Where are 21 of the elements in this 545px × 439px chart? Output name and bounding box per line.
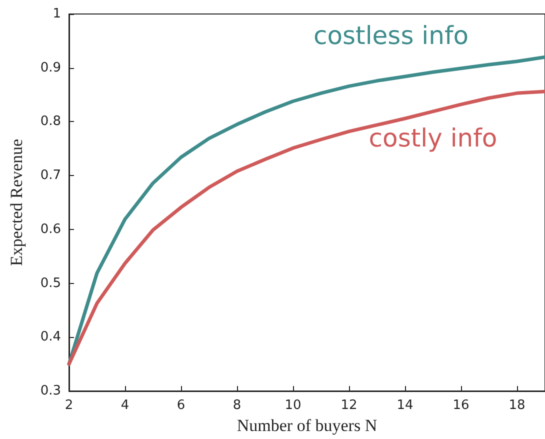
y-tick-label: 0.6	[40, 222, 61, 237]
x-tick-label: 16	[452, 398, 470, 413]
x-tick-label: 8	[232, 398, 242, 413]
x-axis-title: Number of buyers N	[236, 416, 378, 435]
y-tick-label: 1	[52, 6, 61, 22]
x-tick-label: 2	[64, 398, 74, 413]
x-tick-label: 12	[340, 398, 358, 413]
y-tick-label: 0.9	[40, 60, 61, 76]
x-tick-label: 14	[396, 398, 414, 413]
y-tick-label: 0.3	[40, 384, 61, 398]
y-tick-label: 0.7	[40, 168, 61, 184]
x-tick-label: 10	[284, 398, 302, 413]
y-tick-label: 0.8	[40, 114, 61, 130]
series-label: costless info	[313, 21, 469, 50]
y-axis-title: Expected Revenue	[7, 139, 26, 266]
x-tick-label: 18	[508, 398, 526, 413]
y-tick-label: 0.5	[40, 276, 61, 291]
y-tick-label: 0.4	[40, 330, 61, 345]
x-tick-label: 4	[120, 398, 130, 413]
x-tick-label: 6	[176, 398, 186, 413]
series-label: costly info	[368, 123, 498, 152]
